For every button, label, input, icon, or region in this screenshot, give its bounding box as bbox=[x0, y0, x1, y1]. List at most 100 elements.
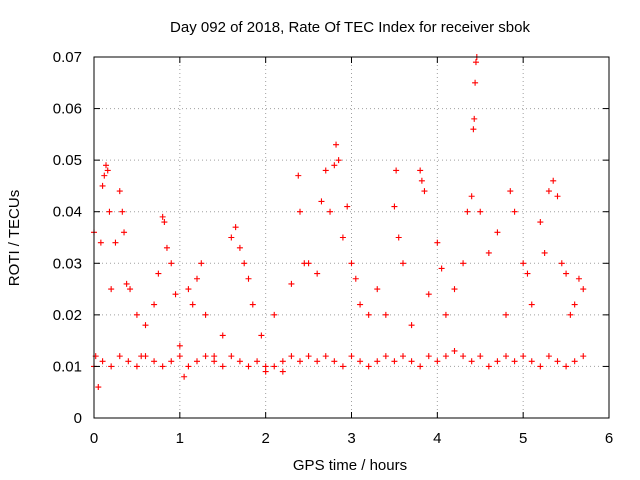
data-point bbox=[472, 59, 479, 66]
data-point bbox=[575, 275, 582, 282]
data-point bbox=[219, 363, 226, 370]
data-point bbox=[249, 301, 256, 308]
data-point bbox=[331, 162, 338, 169]
series-roti-band bbox=[91, 347, 587, 375]
data-point bbox=[322, 167, 329, 174]
data-point bbox=[202, 311, 209, 318]
data-point bbox=[503, 311, 509, 318]
data-point bbox=[511, 358, 518, 365]
data-point bbox=[198, 260, 205, 267]
data-point bbox=[219, 332, 226, 339]
data-point bbox=[507, 188, 514, 195]
data-point bbox=[245, 363, 252, 370]
y-tick-label: 0.04 bbox=[53, 204, 82, 221]
data-point bbox=[108, 363, 115, 370]
y-tick-label: 0.06 bbox=[53, 101, 82, 118]
y-tick-label: 0.05 bbox=[53, 152, 82, 169]
data-point bbox=[348, 353, 355, 360]
data-point bbox=[408, 358, 415, 365]
data-point bbox=[305, 260, 312, 267]
data-point bbox=[194, 275, 200, 282]
x-tick-label: 3 bbox=[347, 430, 355, 447]
data-point bbox=[470, 126, 477, 133]
data-point bbox=[537, 219, 544, 226]
data-point bbox=[108, 286, 115, 293]
data-point bbox=[511, 208, 518, 215]
data-point bbox=[271, 363, 278, 370]
data-point bbox=[563, 270, 570, 277]
data-point bbox=[181, 373, 188, 380]
data-point bbox=[318, 198, 325, 205]
data-point bbox=[451, 286, 458, 293]
data-point bbox=[554, 193, 561, 200]
data-point bbox=[112, 239, 119, 246]
data-point bbox=[567, 311, 574, 318]
data-point bbox=[357, 301, 364, 308]
data-point bbox=[524, 270, 531, 277]
data-point bbox=[297, 208, 303, 215]
data-point bbox=[472, 79, 479, 86]
data-point bbox=[106, 208, 113, 215]
x-tick-label: 0 bbox=[90, 430, 98, 447]
data-point bbox=[494, 229, 501, 236]
data-point bbox=[494, 358, 501, 365]
data-point bbox=[339, 234, 346, 241]
data-point bbox=[554, 358, 561, 365]
data-point bbox=[189, 301, 196, 308]
data-point bbox=[279, 368, 286, 375]
data-point bbox=[541, 249, 548, 256]
data-point bbox=[245, 275, 252, 282]
y-tick-label: 0.07 bbox=[53, 49, 82, 66]
data-point bbox=[176, 342, 183, 349]
data-point bbox=[211, 353, 218, 360]
data-point bbox=[258, 332, 265, 339]
data-point bbox=[365, 363, 372, 370]
data-point bbox=[142, 353, 149, 360]
data-point bbox=[477, 353, 484, 360]
data-point bbox=[442, 311, 449, 318]
data-point bbox=[520, 353, 527, 360]
data-point bbox=[271, 311, 278, 318]
data-point bbox=[382, 311, 389, 318]
data-point bbox=[262, 368, 269, 375]
data-point bbox=[434, 358, 441, 365]
data-point bbox=[563, 363, 570, 370]
data-point bbox=[322, 353, 329, 360]
data-point bbox=[228, 353, 235, 360]
data-point bbox=[374, 286, 381, 293]
y-tick-label: 0.02 bbox=[53, 307, 82, 324]
data-point bbox=[528, 301, 535, 308]
data-point bbox=[159, 363, 166, 370]
data-point bbox=[438, 265, 445, 272]
data-point bbox=[442, 353, 449, 360]
x-tick-label: 6 bbox=[605, 430, 613, 447]
data-point bbox=[127, 286, 134, 293]
data-point bbox=[550, 177, 557, 184]
data-point bbox=[408, 322, 415, 329]
data-point bbox=[333, 141, 340, 148]
data-point bbox=[331, 358, 338, 365]
y-tick-label: 0.03 bbox=[53, 255, 82, 272]
data-point bbox=[374, 358, 381, 365]
data-point bbox=[400, 260, 406, 267]
data-point bbox=[344, 203, 351, 210]
data-point bbox=[104, 167, 111, 174]
y-tick-label: 0 bbox=[74, 410, 82, 427]
data-point bbox=[393, 167, 400, 174]
axis-ticks: 0 1 2 3 4 5 6 0 0.01 0.02 0.03 0.04 0.05 0.06 0.07 bbox=[53, 49, 613, 447]
series-roti bbox=[91, 54, 587, 391]
data-point bbox=[545, 353, 552, 360]
x-tick-label: 4 bbox=[433, 430, 441, 447]
data-point bbox=[116, 353, 123, 360]
data-point bbox=[460, 260, 467, 267]
data-point bbox=[545, 188, 552, 195]
data-point bbox=[471, 115, 478, 122]
data-point bbox=[133, 363, 140, 370]
data-point bbox=[288, 280, 295, 287]
data-point bbox=[520, 260, 527, 267]
data-point bbox=[305, 353, 312, 360]
data-point bbox=[151, 301, 158, 308]
data-point bbox=[391, 358, 398, 365]
data-point bbox=[327, 208, 334, 215]
